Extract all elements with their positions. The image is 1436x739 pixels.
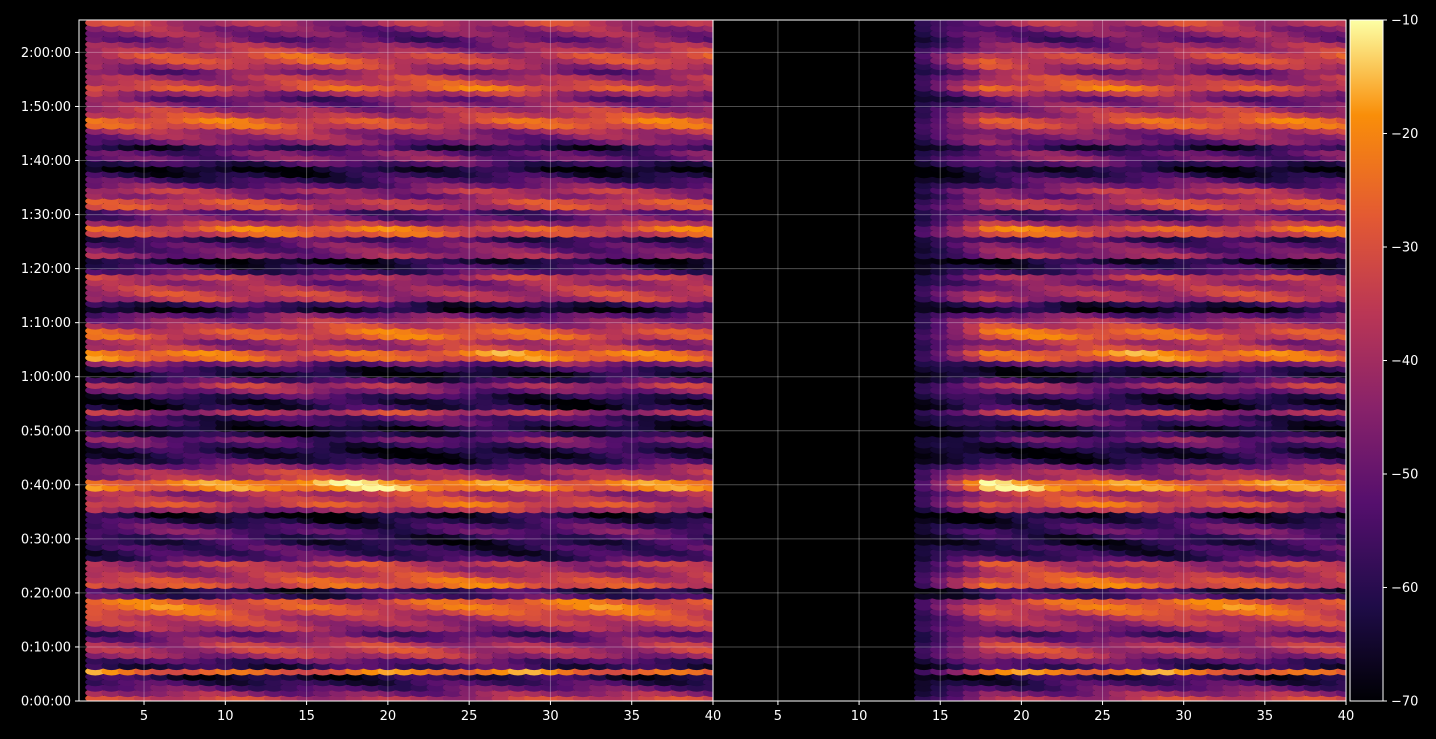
right-panel-cells (913, 20, 1346, 701)
left-panel (79, 20, 714, 702)
left-panel-cells (85, 20, 713, 701)
right-panel (713, 20, 1347, 702)
left-panel-background (79, 20, 713, 701)
